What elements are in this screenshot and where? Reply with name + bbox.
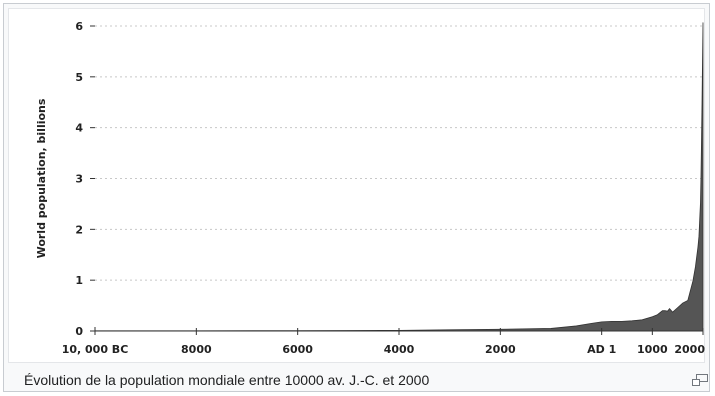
grid-lines (95, 25, 703, 281)
x-tick-label: 4000 (384, 343, 415, 356)
x-tick-label: 2000 (674, 343, 705, 356)
x-tick-label: 1000 (637, 343, 668, 356)
x-tick-label: 6000 (282, 343, 313, 356)
figure-frame: 0 1 2 3 4 5 6 10, 000 BC 8000 6000 4000 2000 AD 1 100… (3, 3, 710, 392)
x-tick-label: 2000 (485, 343, 516, 356)
x-tick-label: 8000 (181, 343, 212, 356)
x-tick-label: 10, 000 BC (62, 343, 129, 356)
x-tick-label: AD 1 (587, 343, 616, 356)
y-tick-label: 2 (75, 223, 83, 236)
figure-caption: Évolution de la population mondiale entr… (24, 372, 430, 388)
y-tick-label: 4 (75, 122, 83, 135)
y-tick-label: 0 (75, 325, 83, 338)
y-tick-label: 5 (75, 71, 83, 84)
chart-container: 0 1 2 3 4 5 6 10, 000 BC 8000 6000 4000 2000 AD 1 100… (8, 8, 705, 363)
y-tick-label: 6 (75, 20, 83, 33)
axes (90, 25, 704, 335)
data-area (94, 22, 704, 332)
y-axis-label: World population, billions (35, 98, 48, 258)
tick-labels: 0 1 2 3 4 5 6 10, 000 BC 8000 6000 4000 2000 AD 1 100… (62, 20, 706, 356)
y-tick-label: 1 (75, 274, 83, 287)
y-tick-label: 3 (75, 173, 83, 186)
enlarge-icon[interactable] (691, 373, 709, 387)
population-chart: 0 1 2 3 4 5 6 10, 000 BC 8000 6000 4000 2000 AD 1 100… (35, 20, 706, 356)
population-area (94, 22, 704, 332)
